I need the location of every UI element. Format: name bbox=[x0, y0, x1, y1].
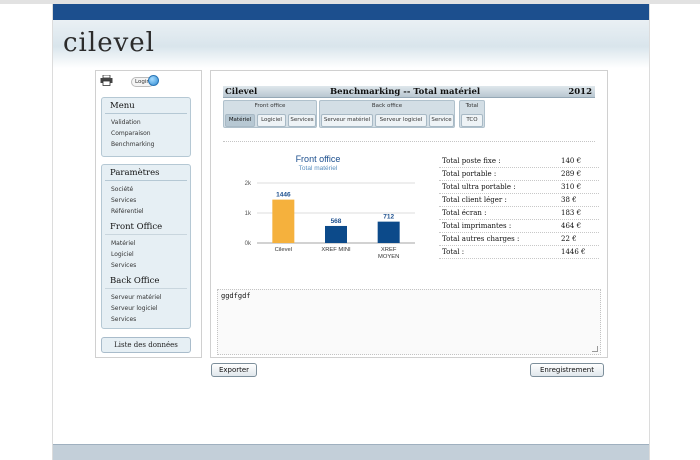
totals-row: Total portable : 289 € bbox=[439, 168, 599, 181]
totals-label: Total portable : bbox=[442, 170, 497, 178]
totals-label: Total imprimantes : bbox=[442, 222, 512, 230]
totals-row: Total ultra portable : 310 € bbox=[439, 181, 599, 194]
page-title-bar: Cilevel Benchmarking -- Total matériel 2… bbox=[223, 86, 595, 98]
totals-value: 183 € bbox=[561, 209, 582, 217]
totals-row: Total poste fixe : 140 € bbox=[439, 155, 599, 168]
totals-row: Total écran : 183 € bbox=[439, 207, 599, 220]
sidebar-toolbar: Login bbox=[96, 71, 201, 93]
page-title: Benchmarking -- Total matériel bbox=[330, 87, 481, 97]
sidebar: Login Menu Validation Comparaison Benchm… bbox=[95, 70, 202, 358]
y-tick-label: 1k bbox=[245, 211, 252, 217]
tab-logiciel[interactable]: Logiciel bbox=[257, 114, 286, 127]
bar-data-label: 568 bbox=[331, 218, 342, 225]
front-office-tab-group: Front office Matériel Logiciel Services bbox=[223, 100, 317, 128]
totals-value: 22 € bbox=[561, 235, 577, 243]
totals-label: Total client léger : bbox=[442, 196, 507, 204]
back-office-group-label: Back office bbox=[371, 103, 403, 109]
totals-label: Total écran : bbox=[442, 209, 487, 217]
sidebar-item-bo-services[interactable]: Services bbox=[111, 316, 137, 323]
tab-serveur-logiciel[interactable]: Serveur logiciel bbox=[375, 114, 427, 127]
sidebar-item-logiciel[interactable]: Logiciel bbox=[111, 251, 134, 258]
totals-value: 1446 € bbox=[561, 248, 586, 256]
year-label: 2012 bbox=[568, 87, 592, 97]
front-office-group-label: Front office bbox=[254, 103, 286, 109]
login-globe-icon[interactable] bbox=[148, 75, 159, 86]
chart-subtitle: Total matériel bbox=[299, 165, 338, 172]
totals-row: Total : 1446 € bbox=[439, 246, 599, 259]
totals-value: 140 € bbox=[561, 157, 582, 165]
parametres-title: Paramètres bbox=[105, 165, 187, 181]
x-category-label: XREF MINI bbox=[321, 247, 351, 253]
sidebar-item-validation[interactable]: Validation bbox=[111, 119, 141, 126]
export-button[interactable]: Exporter bbox=[211, 363, 257, 377]
x-category-label: XREF bbox=[381, 247, 397, 253]
chart-title: Front office bbox=[296, 154, 341, 164]
brand-top-bar bbox=[53, 4, 649, 20]
footer-bar bbox=[53, 444, 649, 460]
totals-label: Total poste fixe : bbox=[442, 157, 501, 165]
y-tick-label: 2k bbox=[245, 181, 252, 187]
site-logo[interactable]: cilevel bbox=[63, 28, 155, 58]
totals-label: Total autres charges : bbox=[442, 235, 520, 243]
totals-row: Total autres charges : 22 € bbox=[439, 233, 599, 246]
notes-text: ggdfgdf bbox=[221, 292, 251, 300]
sidebar-item-societe[interactable]: Société bbox=[111, 186, 134, 193]
sidebar-item-serveur-logiciel[interactable]: Serveur logiciel bbox=[111, 305, 158, 312]
save-button[interactable]: Enregistrement bbox=[530, 363, 604, 377]
sidebar-item-services[interactable]: Services bbox=[111, 197, 137, 204]
back-office-title: Back Office bbox=[105, 273, 187, 289]
divider bbox=[223, 141, 595, 142]
totals-value: 310 € bbox=[561, 183, 582, 191]
totals-label: Total : bbox=[442, 248, 465, 256]
total-group-label: Total bbox=[465, 103, 479, 109]
back-office-tab-group: Back office Serveur matériel Serveur log… bbox=[319, 100, 455, 128]
sidebar-item-materiel[interactable]: Matériel bbox=[111, 240, 136, 247]
sidebar-item-fo-services[interactable]: Services bbox=[111, 262, 137, 269]
sidebar-item-referentiel[interactable]: Référentiel bbox=[111, 208, 144, 215]
tab-services[interactable]: Services bbox=[288, 114, 316, 127]
notes-textarea[interactable]: ggdfgdf bbox=[217, 289, 601, 355]
totals-value: 464 € bbox=[561, 222, 582, 230]
bar-data-label: 712 bbox=[383, 214, 394, 221]
site-header: cilevel bbox=[53, 20, 649, 68]
tab-materiel[interactable]: Matériel bbox=[225, 114, 255, 127]
chart-bar bbox=[377, 221, 400, 243]
y-tick-label: 0k bbox=[245, 241, 252, 247]
front-office-title: Front Office bbox=[105, 219, 187, 235]
totals-value: 289 € bbox=[561, 170, 582, 178]
company-name: Cilevel bbox=[225, 87, 258, 97]
chart-bar bbox=[325, 225, 347, 243]
totals-value: 38 € bbox=[561, 196, 577, 204]
totals-row: Total imprimantes : 464 € bbox=[439, 220, 599, 233]
data-list-button[interactable]: Liste des données bbox=[101, 337, 191, 353]
totals-label: Total ultra portable : bbox=[442, 183, 516, 191]
front-office-chart: Front office Total matériel 0k 1k 2k 1446 C… bbox=[245, 154, 415, 260]
settings-panel: Paramètres Société Services Référentiel … bbox=[101, 164, 191, 329]
tab-tco[interactable]: TCO bbox=[461, 114, 483, 127]
menu-panel: Menu Validation Comparaison Benchmarking bbox=[101, 97, 191, 157]
x-category-label: Cilevel bbox=[275, 247, 292, 253]
sidebar-item-benchmarking[interactable]: Benchmarking bbox=[111, 141, 155, 148]
sidebar-item-serveur-materiel[interactable]: Serveur matériel bbox=[111, 294, 162, 301]
menu-title: Menu bbox=[105, 98, 187, 114]
resize-grip-icon[interactable] bbox=[592, 346, 598, 352]
tab-serveur-materiel[interactable]: Serveur matériel bbox=[321, 114, 373, 127]
bar-data-label: 1446 bbox=[276, 192, 291, 199]
totals-table: Total poste fixe : 140 € Total portable : 2… bbox=[439, 155, 599, 259]
x-category-label: MOYEN bbox=[378, 254, 399, 260]
main-panel: Cilevel Benchmarking -- Total matériel 2… bbox=[210, 70, 608, 358]
totals-row: Total client léger : 38 € bbox=[439, 194, 599, 207]
total-tab-group: Total TCO bbox=[459, 100, 485, 128]
sidebar-item-comparaison[interactable]: Comparaison bbox=[111, 130, 151, 137]
printer-icon[interactable] bbox=[100, 75, 113, 86]
chart-bar bbox=[272, 199, 295, 243]
browser-top-strip bbox=[0, 0, 700, 4]
tab-service[interactable]: Service bbox=[429, 114, 454, 127]
